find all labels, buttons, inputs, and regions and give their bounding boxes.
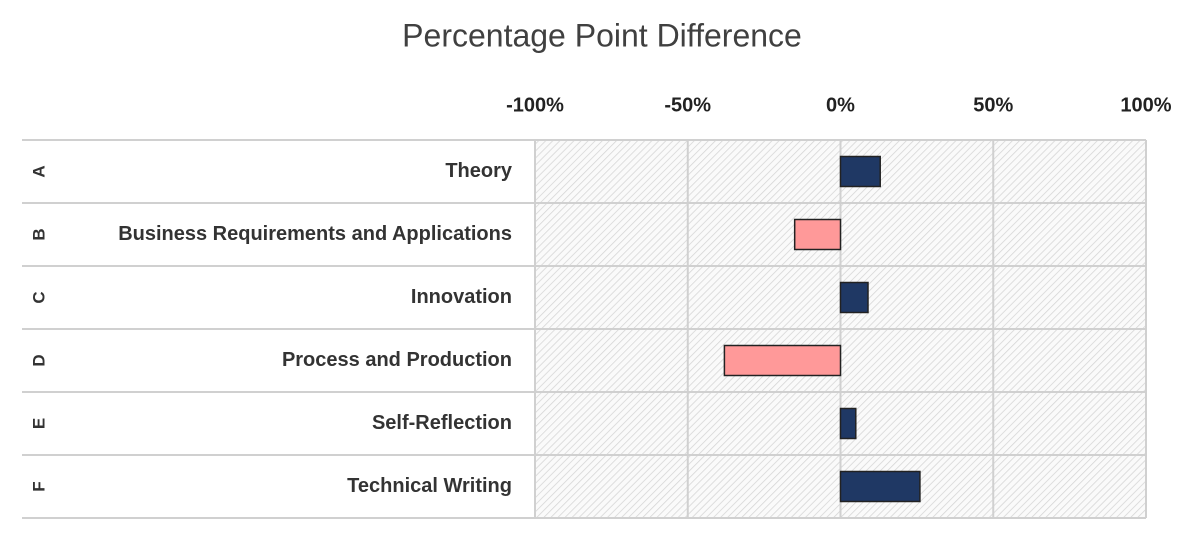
- bar: [839, 281, 869, 314]
- group-label: B: [29, 228, 48, 240]
- category-label: Technical Writing: [347, 475, 512, 497]
- group-label: E: [29, 418, 48, 429]
- bar: [839, 155, 881, 188]
- group-label: D: [29, 354, 48, 366]
- x-tick-label: 0%: [826, 94, 855, 116]
- group-label: C: [29, 291, 48, 303]
- x-tick-label: 50%: [973, 94, 1013, 116]
- group-label: A: [29, 165, 48, 177]
- x-tick-label: 100%: [1120, 94, 1171, 116]
- category-label: Process and Production: [282, 349, 512, 371]
- group-label: F: [29, 481, 48, 491]
- bar: [839, 407, 857, 440]
- bar: [839, 470, 921, 503]
- x-tick-label: -100%: [506, 94, 564, 116]
- x-tick-label: -50%: [664, 94, 711, 116]
- category-label: Self-Reflection: [372, 412, 512, 434]
- category-label: Innovation: [411, 286, 512, 308]
- chart-title: Percentage Point Difference: [402, 17, 802, 53]
- category-label: Business Requirements and Applications: [118, 223, 512, 245]
- bar: [723, 344, 842, 377]
- bar: [793, 218, 842, 251]
- category-label: Theory: [445, 160, 513, 182]
